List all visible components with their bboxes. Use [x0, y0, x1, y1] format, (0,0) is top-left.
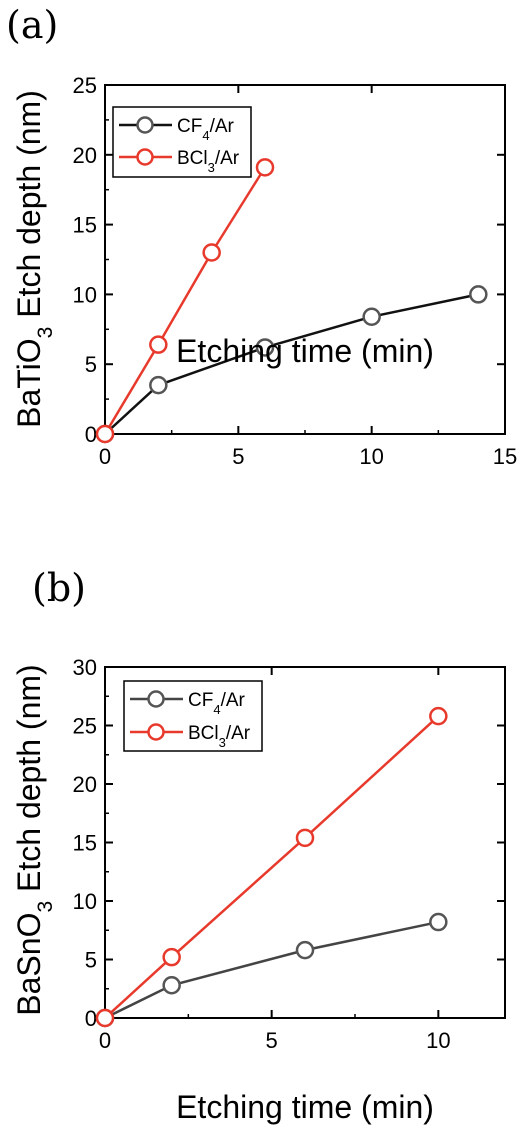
y-tick-label-a-2: 10	[73, 282, 97, 307]
data-point-a-0-3	[362, 307, 381, 326]
legend-marker-b-bcl3	[147, 723, 165, 741]
plot-area-b: 0 5 10 0 5 10 15 20 25 30	[73, 655, 506, 1053]
legend-label-b-bcl3-main: BCl	[188, 723, 219, 744]
legend-label-b-bcl3-rest: /Ar	[226, 723, 251, 744]
series-line-b-1	[104, 715, 440, 1019]
x-axis-title-b: Etching time (min)	[176, 1089, 434, 1125]
y-axis-title-b: BaSnO3 Etch depth (nm)	[11, 664, 57, 1015]
y-tick-label-b-6: 30	[73, 655, 97, 680]
y-tick-label-b-3: 15	[73, 831, 97, 856]
y-tick-label-b-4: 20	[73, 772, 97, 797]
x-axis-title-a: Etching time (min)	[176, 333, 434, 369]
y-tick-label-a-0: 0	[85, 422, 97, 447]
data-point-a-1-1	[149, 335, 168, 354]
y-tick-label-a-5: 25	[73, 73, 97, 98]
x-tick-label-a-2: 10	[359, 444, 383, 469]
series-line-b-0	[104, 920, 439, 1020]
legend-label-b-cf4-main: CF	[188, 690, 213, 711]
y-axis-title-b-sub: 3	[34, 901, 57, 913]
data-point-b-0-1	[162, 975, 181, 995]
y-tick-label-a-1: 5	[85, 352, 97, 377]
legend-label-a-bcl3-rest: /Ar	[215, 148, 240, 169]
data-point-a-1-0	[95, 424, 115, 444]
legend-a: CF4/Ar BCl3/Ar	[112, 106, 252, 178]
legend-box-b	[123, 680, 263, 752]
legend-b: CF4/Ar BCl3/Ar	[123, 680, 263, 752]
legend-label-a-bcl3-main: BCl	[177, 148, 208, 169]
data-point-a-0-1	[149, 375, 168, 395]
legend-label-b-cf4-sub: 4	[213, 702, 220, 717]
legend-marker-a-bcl3	[136, 148, 154, 166]
x-tick-label-b-1: 5	[266, 1028, 278, 1053]
data-point-b-1-2	[295, 828, 315, 848]
legend-label-a-bcl3-sub: 3	[208, 160, 215, 175]
y-tick-label-b-5: 25	[73, 714, 97, 739]
legend-label-a-cf4-main: CF	[177, 116, 202, 137]
legend-label-b-bcl3-sub: 3	[219, 735, 226, 750]
data-point-b-1-3	[429, 706, 448, 726]
series-line-a-1	[103, 166, 267, 435]
y-axis-title-a-main: BaTiO	[11, 338, 47, 428]
legend-label-a-bcl3: BCl3/Ar	[177, 148, 240, 175]
y-axis-title-a-sub: 3	[34, 327, 57, 339]
y-tick-label-b-2: 10	[73, 889, 97, 914]
data-point-a-0-4	[469, 285, 488, 304]
x-tick-label-a-0: 0	[99, 444, 111, 469]
legend-label-b-cf4-rest: /Ar	[221, 690, 246, 711]
data-point-b-1-1	[162, 947, 181, 967]
y-tick-label-a-3: 15	[73, 213, 97, 238]
x-tick-label-a-1: 5	[232, 444, 244, 469]
legend-label-a-cf4-rest: /Ar	[210, 116, 235, 137]
plot-area-a: 0 5 10 15 0 5 10 15 20 25	[73, 73, 518, 469]
panel-label-a: (a)	[6, 3, 58, 47]
legend-label-b-bcl3: BCl3/Ar	[188, 723, 251, 750]
y-tick-label-b-0: 0	[85, 1006, 97, 1031]
legend-marker-a-cf4	[136, 116, 154, 134]
x-tick-label-b-0: 0	[99, 1028, 111, 1053]
x-tick-label-a-3: 15	[493, 444, 517, 469]
y-axis-title-b-rest: Etch depth (nm)	[11, 664, 47, 901]
y-tick-label-b-1: 5	[85, 948, 97, 973]
panel-label-b: (b)	[32, 566, 86, 610]
y-axis-title-b-main: BaSnO	[11, 913, 47, 1016]
legend-box-a	[112, 106, 252, 178]
x-tick-label-b-2: 10	[426, 1028, 450, 1053]
legend-label-b-cf4: CF4/Ar	[188, 690, 246, 717]
data-point-b-0-2	[295, 940, 315, 960]
data-point-b-0-3	[429, 912, 448, 932]
legend-label-a-cf4: CF4/Ar	[177, 116, 235, 143]
data-point-b-1-0	[95, 1008, 115, 1028]
data-point-a-1-2	[202, 243, 221, 262]
legend-marker-b-cf4	[147, 690, 165, 708]
y-axis-title-a: BaTiO3 Etch depth (nm)	[11, 90, 57, 428]
y-tick-label-a-4: 20	[73, 143, 97, 168]
data-point-a-0-2	[255, 338, 275, 357]
data-point-a-1-3	[255, 158, 275, 177]
legend-label-a-cf4-sub: 4	[202, 128, 209, 143]
y-axis-title-a-rest: Etch depth (nm)	[11, 90, 47, 327]
